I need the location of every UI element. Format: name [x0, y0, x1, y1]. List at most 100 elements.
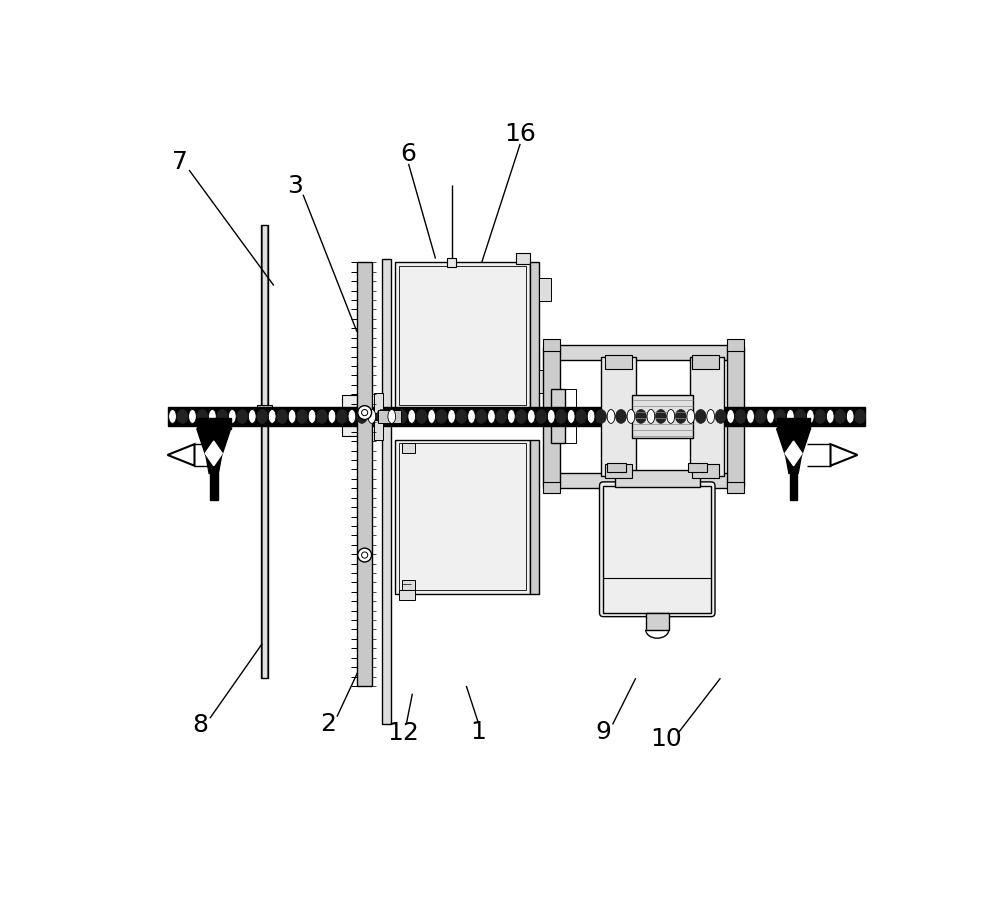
- Ellipse shape: [308, 410, 316, 424]
- Bar: [565, 390, 576, 444]
- Ellipse shape: [189, 410, 196, 424]
- Text: 3: 3: [287, 174, 303, 199]
- Ellipse shape: [647, 410, 655, 424]
- Bar: [551, 390, 565, 444]
- Ellipse shape: [727, 410, 734, 424]
- Text: 16: 16: [504, 122, 536, 146]
- Ellipse shape: [348, 410, 356, 424]
- Ellipse shape: [257, 410, 268, 424]
- Bar: [777, 418, 810, 429]
- Ellipse shape: [476, 410, 487, 424]
- Ellipse shape: [217, 410, 228, 424]
- Circle shape: [358, 406, 372, 420]
- Ellipse shape: [547, 410, 555, 424]
- Ellipse shape: [428, 410, 435, 424]
- Bar: [547, 473, 740, 488]
- Ellipse shape: [317, 410, 327, 424]
- Bar: [727, 482, 744, 494]
- Ellipse shape: [527, 410, 535, 424]
- Bar: [374, 394, 383, 413]
- Bar: [543, 340, 560, 352]
- Ellipse shape: [536, 410, 547, 424]
- Ellipse shape: [596, 410, 606, 424]
- Bar: [447, 259, 456, 268]
- Ellipse shape: [169, 410, 176, 424]
- Ellipse shape: [687, 410, 695, 424]
- Bar: [605, 355, 632, 369]
- Bar: [692, 355, 719, 369]
- Ellipse shape: [277, 410, 288, 424]
- Bar: [357, 263, 372, 686]
- Bar: [399, 590, 415, 601]
- Bar: [399, 267, 526, 405]
- Ellipse shape: [667, 410, 675, 424]
- Ellipse shape: [268, 410, 276, 424]
- Polygon shape: [197, 429, 231, 474]
- Bar: [543, 348, 560, 486]
- Text: 6: 6: [401, 142, 417, 166]
- Circle shape: [362, 552, 368, 558]
- Bar: [257, 405, 272, 410]
- Ellipse shape: [197, 410, 208, 424]
- Ellipse shape: [228, 410, 236, 424]
- Bar: [342, 395, 359, 411]
- Ellipse shape: [835, 410, 846, 424]
- Ellipse shape: [516, 410, 527, 424]
- Ellipse shape: [408, 410, 416, 424]
- Text: 7: 7: [172, 149, 188, 174]
- Text: 2: 2: [320, 711, 336, 735]
- Ellipse shape: [356, 410, 367, 424]
- FancyBboxPatch shape: [600, 482, 715, 617]
- Bar: [530, 263, 539, 409]
- Bar: [374, 421, 383, 440]
- Polygon shape: [205, 442, 222, 466]
- Bar: [790, 474, 797, 501]
- Ellipse shape: [556, 410, 567, 424]
- Bar: [516, 254, 530, 265]
- Ellipse shape: [376, 410, 387, 424]
- Ellipse shape: [368, 410, 376, 424]
- Ellipse shape: [767, 410, 774, 424]
- Text: 8: 8: [193, 712, 209, 737]
- Ellipse shape: [655, 410, 666, 424]
- Bar: [603, 486, 711, 613]
- Polygon shape: [785, 442, 802, 466]
- Ellipse shape: [826, 410, 834, 424]
- Ellipse shape: [396, 410, 407, 424]
- Ellipse shape: [488, 410, 495, 424]
- Ellipse shape: [567, 410, 575, 424]
- Ellipse shape: [795, 410, 806, 424]
- Bar: [539, 371, 551, 394]
- Ellipse shape: [846, 410, 854, 424]
- Ellipse shape: [436, 410, 447, 424]
- Bar: [607, 463, 626, 473]
- Text: 9: 9: [595, 719, 611, 742]
- Bar: [261, 226, 268, 679]
- Bar: [632, 395, 693, 438]
- Bar: [690, 358, 724, 476]
- Bar: [530, 440, 539, 594]
- Ellipse shape: [747, 410, 754, 424]
- Ellipse shape: [675, 410, 686, 424]
- Bar: [168, 408, 865, 426]
- Bar: [395, 263, 530, 409]
- Ellipse shape: [576, 410, 587, 424]
- Ellipse shape: [587, 410, 595, 424]
- Bar: [688, 463, 707, 473]
- Ellipse shape: [607, 410, 615, 424]
- Ellipse shape: [416, 410, 427, 424]
- Ellipse shape: [715, 410, 726, 424]
- Circle shape: [358, 548, 372, 562]
- Circle shape: [362, 410, 368, 416]
- Bar: [399, 444, 526, 590]
- Ellipse shape: [337, 410, 347, 424]
- Ellipse shape: [787, 410, 794, 424]
- Ellipse shape: [695, 410, 706, 424]
- Ellipse shape: [855, 410, 866, 424]
- Bar: [210, 474, 218, 501]
- Ellipse shape: [209, 410, 216, 424]
- Ellipse shape: [636, 410, 646, 424]
- Bar: [539, 279, 551, 302]
- Bar: [402, 444, 415, 453]
- Ellipse shape: [388, 410, 396, 424]
